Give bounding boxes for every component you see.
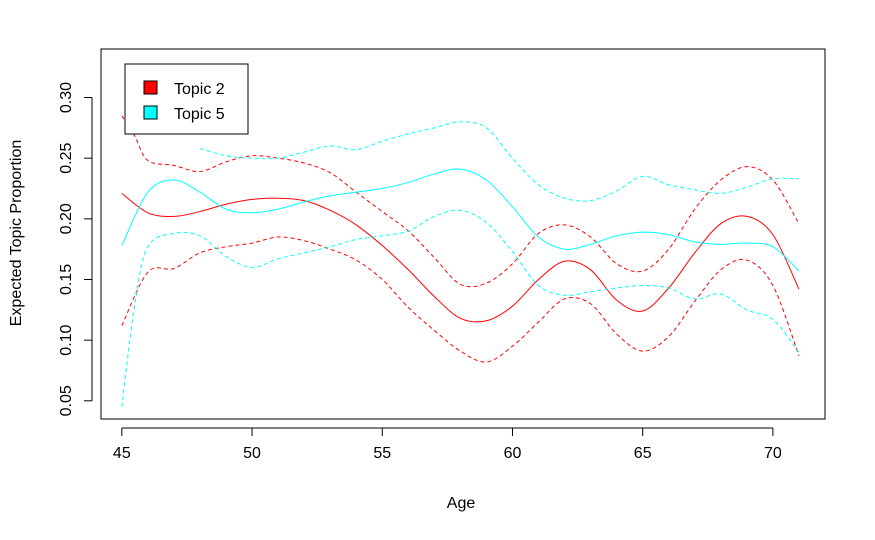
series-line-topic-5-ci-4 xyxy=(199,121,799,202)
series-line-topic-2-ci-2 xyxy=(121,236,800,363)
x-tick-label: 50 xyxy=(243,445,261,462)
series-layer xyxy=(121,115,800,407)
x-axis: 45 50 55 60 65 70 xyxy=(113,427,782,462)
y-tick-label: 0.15 xyxy=(58,264,75,295)
y-tick-label: 0.10 xyxy=(58,324,75,355)
plot-frame xyxy=(100,48,826,420)
series-line-topic-5-mean xyxy=(121,168,800,272)
legend: Topic 2 Topic 5 xyxy=(124,63,249,135)
y-tick-label: 0.05 xyxy=(58,385,75,416)
series-line-topic-2-mean xyxy=(121,192,800,323)
y-tick-label: 0.20 xyxy=(58,203,75,234)
x-tick-label: 55 xyxy=(373,445,391,462)
legend-label-topic-2: Topic 2 xyxy=(174,81,225,98)
y-tick-label: 0.25 xyxy=(58,143,75,174)
y-axis: 0.05 0.10 0.15 0.20 0.25 0.30 xyxy=(58,82,93,416)
legend-box xyxy=(124,63,249,135)
y-tick-label: 0.30 xyxy=(58,82,75,113)
legend-swatch-topic-5 xyxy=(143,105,158,120)
x-tick-label: 70 xyxy=(764,445,782,462)
series-line-topic-2-ci-1 xyxy=(121,115,800,288)
x-tick-label: 65 xyxy=(634,445,652,462)
x-axis-label: Age xyxy=(447,495,476,512)
legend-label-topic-5: Topic 5 xyxy=(174,106,225,123)
series-line-topic-5-ci-5 xyxy=(121,209,800,407)
x-tick-label: 60 xyxy=(504,445,522,462)
legend-swatch-topic-2 xyxy=(143,80,158,95)
x-tick-label: 45 xyxy=(113,445,131,462)
y-axis-label: Expected Topic Proportion xyxy=(8,140,25,326)
